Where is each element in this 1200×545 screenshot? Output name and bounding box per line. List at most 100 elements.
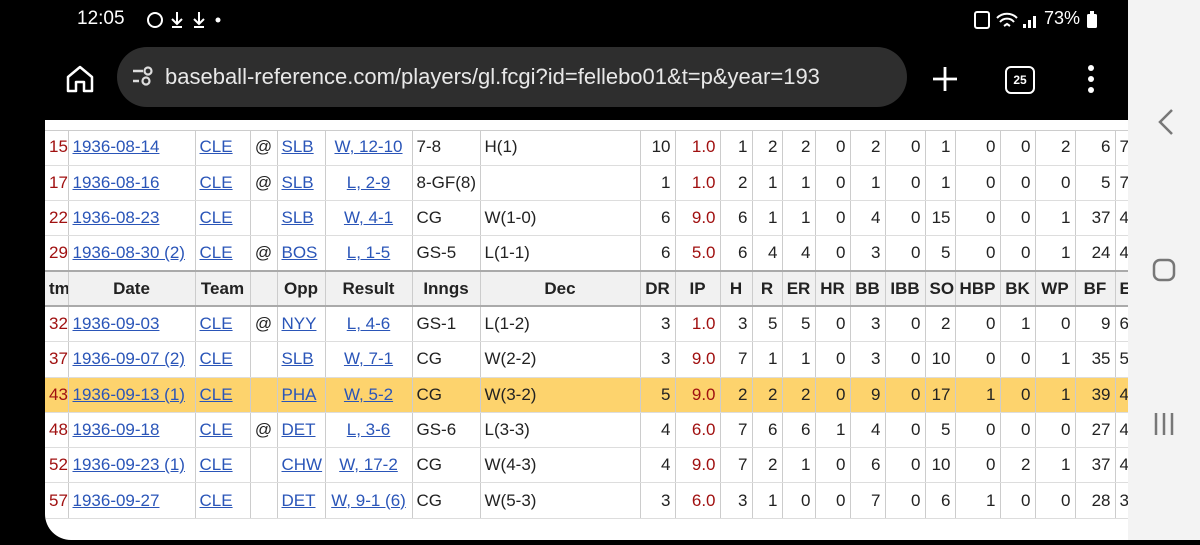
site-settings-icon[interactable] xyxy=(131,66,155,88)
link[interactable]: CLE xyxy=(199,137,233,157)
new-tab-button[interactable] xyxy=(931,65,959,93)
link[interactable]: 1936-09-03 xyxy=(72,314,160,334)
cell: CLE xyxy=(195,200,251,237)
cell: 0 xyxy=(1000,165,1036,202)
menu-button[interactable] xyxy=(1085,64,1097,94)
tab-switcher[interactable]: 25 xyxy=(1005,66,1035,94)
cell: 0 xyxy=(955,306,1001,343)
cell: 29 xyxy=(45,235,69,272)
home-button[interactable] xyxy=(65,64,95,94)
cell: 1 xyxy=(925,165,956,202)
link[interactable]: W, 5-2 xyxy=(343,384,394,404)
link[interactable]: 1936-09-13 (1) xyxy=(72,384,185,404)
cell: 2 xyxy=(925,306,956,343)
cell: CLE xyxy=(195,130,251,166)
link[interactable]: W, 17-2 xyxy=(339,455,398,475)
cell: 6 xyxy=(925,482,956,519)
cell: 4 xyxy=(1115,235,1128,272)
link[interactable]: PHA xyxy=(281,384,317,404)
cell xyxy=(250,447,278,484)
link[interactable]: DET xyxy=(281,490,316,510)
cell: R xyxy=(752,270,783,308)
link[interactable]: 1936-09-27 xyxy=(72,490,160,510)
back-button[interactable] xyxy=(1158,109,1173,135)
link[interactable]: 1936-09-23 (1) xyxy=(72,455,185,475)
cell: 37 xyxy=(1075,447,1116,484)
cell: L, 3-6 xyxy=(325,412,413,449)
link[interactable]: L, 1-5 xyxy=(346,243,391,263)
cell: 6 xyxy=(1075,130,1116,166)
cell: 0 xyxy=(885,130,926,166)
link[interactable]: SLB xyxy=(281,349,314,369)
cell xyxy=(250,482,278,519)
link[interactable]: CLE xyxy=(199,172,233,192)
link[interactable]: W, 12-10 xyxy=(334,137,403,157)
link[interactable]: W, 7-1 xyxy=(343,349,394,369)
cell: Opp xyxy=(277,270,326,308)
cell: 0 xyxy=(955,341,1001,378)
cell: 1 xyxy=(850,165,886,202)
cell: 15 xyxy=(45,130,69,166)
cell: SLB xyxy=(277,341,326,378)
cell: 1 xyxy=(752,165,783,202)
link[interactable]: CHW xyxy=(281,455,323,475)
link[interactable]: L, 4-6 xyxy=(346,314,391,334)
cell: 3 xyxy=(850,235,886,272)
link[interactable]: CLE xyxy=(199,349,233,369)
link[interactable]: CLE xyxy=(199,455,233,475)
cell: 0 xyxy=(1000,200,1036,237)
link[interactable]: W, 9-1 (6) xyxy=(331,490,406,510)
cell: 1.0 xyxy=(675,130,721,166)
cell: 4 xyxy=(1115,412,1128,449)
link[interactable]: L, 3-6 xyxy=(346,420,391,440)
cell: SLB xyxy=(277,200,326,237)
link[interactable]: CLE xyxy=(199,208,233,228)
link[interactable]: CLE xyxy=(199,384,233,404)
link[interactable]: 1936-08-14 xyxy=(72,137,160,157)
link[interactable]: CLE xyxy=(199,420,233,440)
cell: CLE xyxy=(195,341,251,378)
recents-button[interactable] xyxy=(1154,413,1174,435)
address-bar[interactable]: baseball-reference.com/players/gl.fcgi?i… xyxy=(117,47,907,107)
cell: W(5-3) xyxy=(480,482,641,519)
link[interactable]: CLE xyxy=(199,314,233,334)
link[interactable]: NYY xyxy=(281,314,317,334)
cell: 0 xyxy=(815,482,851,519)
cell: BOS xyxy=(277,235,326,272)
link[interactable]: 1936-08-23 xyxy=(72,208,160,228)
home-nav-button[interactable] xyxy=(1152,258,1176,282)
cell: W, 9-1 (6) xyxy=(325,482,413,519)
link[interactable]: L, 2-9 xyxy=(346,172,391,192)
cell: CG xyxy=(412,341,481,378)
link[interactable]: SLB xyxy=(281,172,314,192)
link[interactable]: CLE xyxy=(199,243,233,263)
cell: 4 xyxy=(1115,377,1128,413)
cell: WP xyxy=(1035,270,1076,308)
cell: 1 xyxy=(752,200,783,237)
cell: 0 xyxy=(885,341,926,378)
link[interactable]: 1936-09-18 xyxy=(72,420,160,440)
cell: 1 xyxy=(782,165,816,202)
link[interactable]: 1936-08-16 xyxy=(72,172,160,192)
cell: 1936-08-16 xyxy=(68,165,196,202)
cell: E xyxy=(1115,270,1128,308)
cell: BF xyxy=(1075,270,1116,308)
cell: 4 xyxy=(850,412,886,449)
link[interactable]: SLB xyxy=(281,137,314,157)
link[interactable]: 1936-09-07 (2) xyxy=(72,349,185,369)
cell: 1 xyxy=(955,377,1001,413)
cell: W(4-3) xyxy=(480,447,641,484)
cell: 1 xyxy=(782,200,816,237)
link[interactable]: DET xyxy=(281,420,316,440)
link[interactable]: 1936-08-30 (2) xyxy=(72,243,185,263)
cell: L, 1-5 xyxy=(325,235,413,272)
cell: 3 xyxy=(640,482,676,519)
cell: 10 xyxy=(640,130,676,166)
cell: CLE xyxy=(195,377,251,413)
cell: 0 xyxy=(1000,341,1036,378)
link[interactable]: BOS xyxy=(281,243,318,263)
link[interactable]: CLE xyxy=(199,490,233,510)
link[interactable]: W, 4-1 xyxy=(343,208,394,228)
battery-icon xyxy=(1087,11,1097,28)
link[interactable]: SLB xyxy=(281,208,314,228)
